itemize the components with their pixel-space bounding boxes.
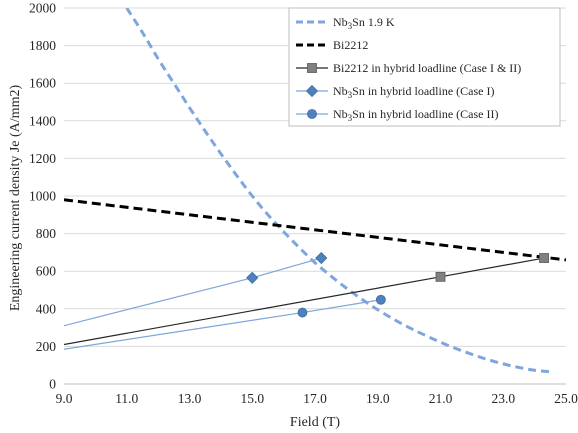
x-tick-label: 17.0: [303, 391, 327, 406]
legend-item-bi2212: Bi2212: [296, 38, 368, 52]
legend-item-nb3sn-in-hybrid-loadline-case-i: Nb3Sn in hybrid loadline (Case I): [296, 84, 494, 100]
x-tick-label: 13.0: [178, 391, 202, 406]
series-nb3sn-in-hybrid-loadline-case-i: [64, 251, 328, 327]
y-tick-label: 0: [49, 377, 56, 392]
legend-label: Nb3Sn in hybrid loadline (Case I): [333, 84, 494, 100]
legend-label: Nb3Sn 1.9 K: [333, 15, 395, 31]
legend-item-bi2212-in-hybrid-loadline-case-i-ii: Bi2212 in hybrid loadline (Case I & II): [296, 61, 521, 75]
series-line: [125, 8, 551, 374]
x-tick-label: 25.0: [554, 391, 578, 406]
series: [64, 8, 566, 374]
tick-labels: 0 200 400 600 800 1000 1200 1400 1600 1800 2000 9.0…: [29, 1, 578, 407]
x-tick-label: 19.0: [366, 391, 390, 406]
legend-marker: [305, 84, 319, 98]
y-axis-title: Engineering current density Je (A/mm2): [8, 85, 23, 312]
series-line: [64, 198, 566, 262]
legend-item-nb3sn-1-9-k: Nb3Sn 1.9 K: [296, 15, 395, 31]
series-nb3sn-in-hybrid-loadline-case-ii: [64, 294, 386, 350]
x-tick-label: 9.0: [56, 391, 73, 406]
x-tick-label: 11.0: [115, 391, 138, 406]
data-point: [246, 271, 259, 284]
y-tick-label: 1800: [29, 38, 56, 53]
series-bi2212: [64, 198, 566, 262]
y-tick-label: 1000: [29, 189, 56, 204]
y-tick-label: 200: [36, 339, 57, 354]
legend-marker: [307, 109, 317, 119]
y-tick-label: 1600: [29, 76, 56, 91]
x-tick-label: 23.0: [491, 391, 515, 406]
x-tick-label: 21.0: [429, 391, 453, 406]
data-point: [315, 251, 328, 265]
legend-label: Nb3Sn in hybrid loadline (Case II): [333, 107, 498, 123]
data-point: [297, 307, 308, 318]
legend-marker: [307, 63, 317, 73]
legend-label: Bi2212: [333, 38, 368, 52]
data-point: [435, 271, 446, 282]
series-nb3sn-1-9-k: [125, 8, 551, 374]
y-tick-label: 1200: [29, 151, 56, 166]
data-point: [539, 253, 549, 263]
legend-label: Bi2212 in hybrid loadline (Case I & II): [333, 61, 521, 75]
y-tick-label: 800: [36, 226, 57, 241]
data-point: [375, 294, 386, 305]
legend: Nb3Sn 1.9 K Bi2212 Bi2212 in hybrid loadli…: [288, 7, 561, 127]
series-line: [64, 299, 381, 350]
y-tick-label: 2000: [29, 1, 56, 16]
y-tick-label: 400: [36, 301, 57, 316]
legend-item-nb3sn-in-hybrid-loadline-case-ii: Nb3Sn in hybrid loadline (Case II): [296, 107, 498, 123]
x-axis-title: Field (T): [290, 415, 340, 430]
legend-box: [288, 7, 561, 127]
y-tick-label: 600: [36, 264, 57, 279]
y-tick-label: 1400: [29, 113, 56, 128]
x-tick-label: 15.0: [240, 391, 264, 406]
series-bi2212-in-hybrid-loadline-case-i-ii: [64, 253, 549, 346]
